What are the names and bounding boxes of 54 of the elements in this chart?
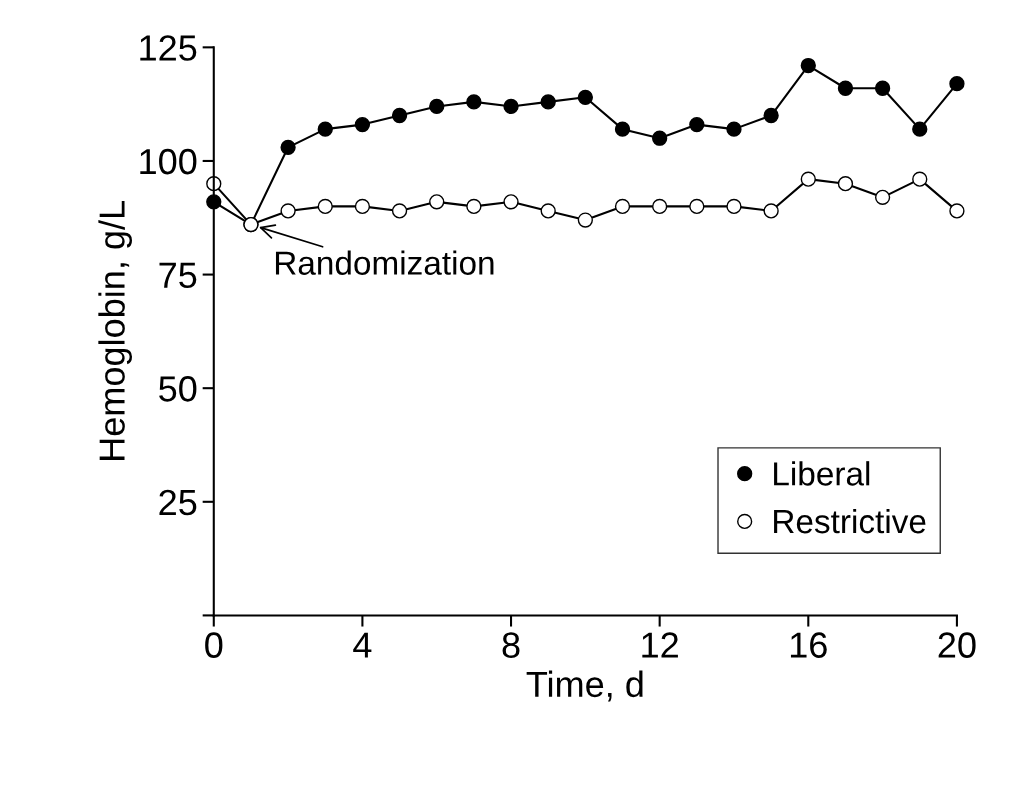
y-tick-label: 125 <box>140 35 197 61</box>
legend-label: Liberal <box>774 461 870 486</box>
point <box>726 198 742 215</box>
y-axis-title: Hemoglobin, g/L <box>98 201 133 460</box>
point <box>800 57 816 74</box>
y-tick-label: 75 <box>159 262 197 289</box>
point <box>874 80 891 96</box>
point <box>726 121 742 137</box>
point <box>949 203 965 219</box>
annotation: Randomization <box>275 250 494 275</box>
point <box>652 198 668 215</box>
x-tick-label: 4 <box>353 632 372 658</box>
x-tick-label: 0 <box>205 632 223 658</box>
point <box>429 98 445 115</box>
point <box>763 107 779 124</box>
point <box>689 198 705 215</box>
point <box>540 94 556 110</box>
y-tick-label: 25 <box>159 489 197 516</box>
point <box>577 212 593 228</box>
point <box>280 139 296 155</box>
x-tick-label: 16 <box>790 632 827 658</box>
legend-label: Restrictive <box>774 508 926 534</box>
point <box>317 121 333 137</box>
point <box>391 203 408 219</box>
point <box>503 194 519 210</box>
point <box>949 76 965 92</box>
point <box>577 89 593 105</box>
point <box>429 194 445 210</box>
point <box>466 94 482 110</box>
point <box>317 198 333 215</box>
point <box>614 121 631 137</box>
point <box>280 203 296 219</box>
x-axis-title: Time, d <box>526 670 643 702</box>
point <box>837 80 854 96</box>
point <box>689 116 705 133</box>
point <box>800 171 816 187</box>
x-tick-label: 20 <box>938 632 976 658</box>
point <box>614 198 631 215</box>
point <box>912 121 928 137</box>
point <box>354 198 371 215</box>
point <box>391 107 408 124</box>
y-tick-label: 100 <box>140 148 197 175</box>
point <box>912 171 928 187</box>
point <box>874 189 891 205</box>
point <box>540 203 556 219</box>
point <box>503 98 519 115</box>
point <box>466 198 482 215</box>
point <box>652 130 668 146</box>
y-tick-label: 50 <box>159 376 197 402</box>
x-tick-label: 8 <box>502 632 520 658</box>
x-tick-label: 12 <box>642 632 678 658</box>
point <box>354 116 371 133</box>
point <box>837 176 854 192</box>
point <box>763 203 779 219</box>
